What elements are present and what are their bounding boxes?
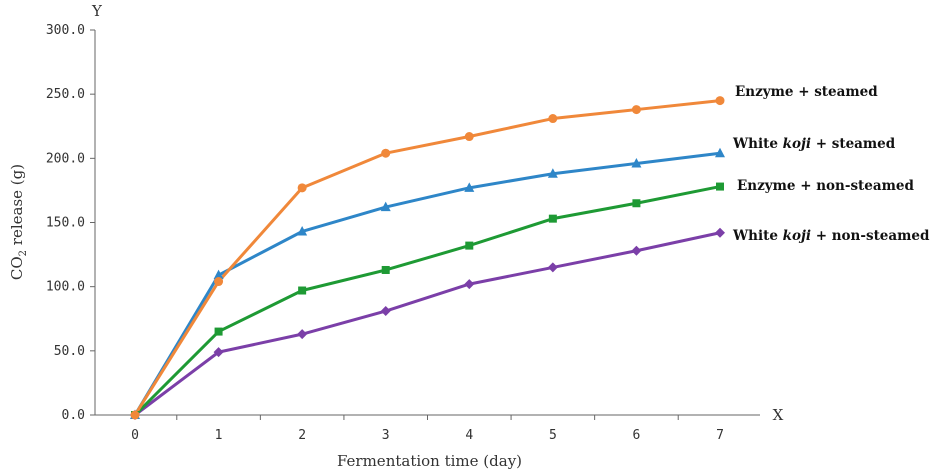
y-tick-label: 200.0 (46, 151, 85, 166)
data-point-enzyme-steamed (214, 277, 224, 287)
series-label-part: + non-steamed (811, 228, 930, 244)
y-axis-title-main: CO (8, 256, 26, 280)
x-tick-label: 3 (382, 428, 390, 443)
data-point-enzyme-nonsteamed (548, 214, 557, 223)
labels-layer: Enzyme + steamed White koji + steamed Enzy… (732, 84, 930, 244)
x-tick-label: 5 (549, 428, 557, 443)
y-tick-label: 50.0 (54, 344, 85, 359)
data-point-enzyme-steamed (381, 148, 391, 158)
series-label-part-italic: koji (783, 228, 811, 244)
series-label-part: White (732, 228, 783, 244)
series-label-koji-steamed: White koji + steamed (732, 136, 896, 152)
y-axis-title-sub: 2 (18, 250, 29, 256)
data-point-koji-steamed (547, 168, 558, 178)
y-axis-title: CO2 release (g) (8, 164, 29, 280)
y-tick-label: 100.0 (46, 280, 85, 295)
x-tick-label: 0 (131, 428, 139, 443)
data-point-koji-nonsteamed (297, 329, 308, 340)
x-tick-label: 4 (465, 428, 473, 443)
x-tick-label: 2 (298, 428, 306, 443)
data-point-enzyme-nonsteamed (465, 241, 474, 250)
data-point-koji-steamed (297, 225, 308, 236)
y-tick-label: 150.0 (46, 216, 85, 231)
series-label-part: White (732, 136, 783, 152)
data-point-koji-nonsteamed (631, 245, 642, 256)
data-point-koji-steamed (715, 147, 725, 158)
series-layer (130, 96, 725, 420)
data-point-enzyme-steamed (548, 114, 558, 124)
y-axis-title-rest: release (g) (8, 164, 26, 250)
series-label-enzyme-steamed: Enzyme + steamed (735, 84, 878, 100)
series-line-enzyme-nonsteamed (133, 185, 721, 417)
data-point-enzyme-steamed (297, 183, 307, 193)
y-tick-label: 0.0 (62, 408, 85, 423)
data-point-koji-steamed (631, 157, 642, 168)
series-line-koji-steamed (133, 151, 721, 416)
x-axis-title: Fermentation time (day) (337, 452, 522, 470)
data-point-enzyme-nonsteamed (298, 286, 307, 295)
x-axis-letter: X (773, 406, 784, 424)
data-point-koji-nonsteamed (547, 262, 558, 273)
series-label-part-italic: koji (783, 136, 811, 152)
series-label-part: + steamed (811, 136, 896, 152)
data-point-enzyme-nonsteamed (716, 182, 724, 191)
series-label-part: Enzyme + steamed (735, 84, 878, 100)
x-tick-label: 1 (215, 428, 223, 443)
data-point-koji-nonsteamed (464, 279, 475, 290)
series-label-koji-nonsteamed: White koji + non-steamed (732, 228, 930, 244)
data-point-koji-nonsteamed (715, 227, 725, 238)
series-label-part: Enzyme + non-steamed (737, 178, 914, 194)
data-point-enzyme-nonsteamed (632, 199, 641, 208)
x-tick-label: 7 (716, 428, 724, 443)
y-tick-label: 300.0 (46, 23, 85, 38)
axes: 0.0 50.0 100.0 150.0 200.0 250.0 300.0 0 1 2 3 4 5 6 7… (8, 2, 784, 470)
data-point-enzyme-steamed (715, 96, 725, 106)
data-point-koji-nonsteamed (213, 347, 224, 358)
data-point-enzyme-steamed (130, 410, 140, 420)
series-line-enzyme-steamed (133, 99, 721, 416)
series-line-koji-nonsteamed (134, 231, 721, 417)
y-axis-letter: Y (91, 2, 103, 20)
series-label-enzyme-nonsteamed: Enzyme + non-steamed (737, 178, 914, 194)
x-tick-label: 6 (633, 428, 641, 443)
data-point-enzyme-nonsteamed (214, 327, 223, 336)
data-point-enzyme-steamed (631, 105, 641, 115)
data-point-enzyme-steamed (464, 132, 474, 142)
data-point-enzyme-nonsteamed (381, 265, 390, 274)
data-point-koji-nonsteamed (380, 306, 391, 317)
data-point-koji-steamed (380, 201, 391, 212)
data-point-koji-steamed (464, 182, 475, 192)
y-tick-label: 250.0 (46, 87, 85, 102)
data-point-koji-steamed (213, 269, 224, 280)
